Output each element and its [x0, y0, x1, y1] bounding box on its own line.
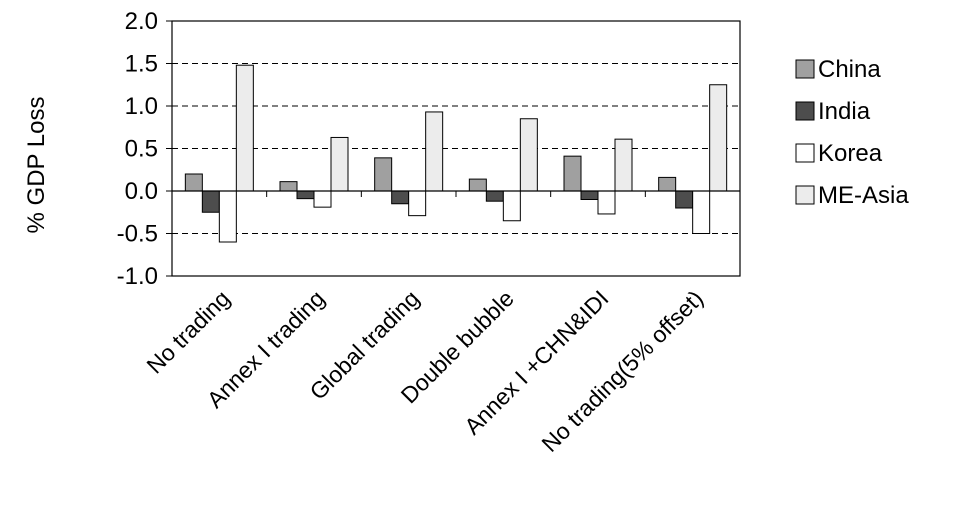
bar-india-1 [296, 190, 315, 200]
y-tick-label: -1.0 [117, 263, 158, 290]
legend-swatch-korea [795, 143, 815, 163]
y-tick-label: -0.5 [117, 221, 158, 248]
bar-korea-0 [218, 190, 237, 243]
bar-korea-1 [313, 190, 332, 208]
y-tick-label: 1.5 [125, 51, 158, 78]
legend-swatch-china [795, 59, 815, 79]
bar-india-2 [391, 190, 410, 205]
y-tick-label: 1.0 [125, 93, 158, 120]
bar-me-asia-2 [425, 111, 444, 192]
bar-china-3 [468, 178, 487, 192]
bar-china-5 [658, 176, 677, 192]
bar-china-4 [563, 155, 582, 192]
bar-india-3 [485, 190, 504, 202]
bar-korea-2 [408, 190, 427, 217]
bar-me-asia-1 [330, 136, 349, 192]
legend-label: China [818, 56, 881, 83]
bar-china-1 [279, 181, 298, 192]
y-axis-ticks: 2.0 1.5 1.0 0.5 0.0 -0.5 -1.0 [117, 8, 172, 290]
bar-india-4 [580, 190, 599, 200]
x-category-label: No trading(5% offset) [536, 285, 708, 457]
bar-korea-5 [692, 190, 711, 234]
bar-china-0 [184, 173, 203, 192]
y-tick-label: 2.0 [125, 8, 158, 35]
bar-korea-3 [502, 190, 521, 222]
bar-me-asia-4 [614, 138, 633, 192]
y-tick-label: 0.0 [125, 178, 158, 205]
legend-label: India [818, 98, 871, 125]
legend-swatch-india [795, 101, 815, 121]
bar-india-5 [675, 190, 694, 209]
y-tick-label: 0.5 [125, 136, 158, 163]
legend: China India Korea ME-Asia [795, 56, 909, 209]
bar-me-asia-3 [519, 118, 538, 192]
gridlines [172, 63, 740, 234]
bars [184, 64, 728, 243]
bar-india-0 [201, 190, 220, 213]
legend-swatch-me-asia [795, 185, 815, 205]
bar-me-asia-0 [235, 64, 254, 192]
legend-label: Korea [818, 140, 883, 167]
x-category-label: No trading [141, 285, 234, 378]
legend-label: ME-Asia [818, 182, 909, 209]
bar-me-asia-5 [709, 84, 728, 192]
bar-china-2 [374, 157, 393, 192]
y-axis-title: % GDP Loss [23, 97, 50, 234]
bar-korea-4 [597, 190, 616, 215]
